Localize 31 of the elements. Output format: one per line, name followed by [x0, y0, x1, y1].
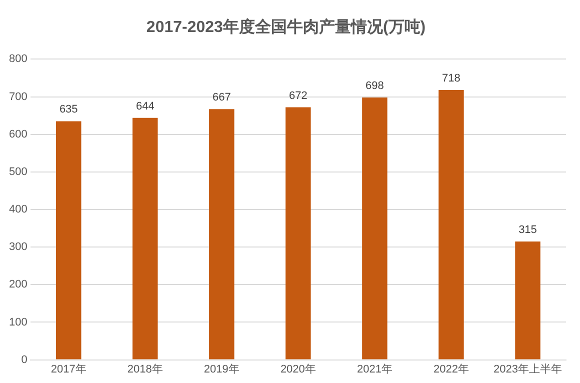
bar — [362, 98, 388, 360]
data-label: 698 — [366, 80, 384, 92]
x-tick-label: 2022年 — [433, 363, 469, 376]
bar — [515, 241, 540, 360]
bar — [286, 107, 311, 360]
x-tick-label: 2020年 — [280, 363, 316, 376]
y-tick-label: 100 — [8, 316, 28, 328]
chart-title: 2017-2023年度全国牛肉产量情况(万吨) — [146, 17, 426, 36]
x-tick-label: 2018年 — [127, 363, 163, 376]
y-tick-label: 700 — [8, 90, 28, 103]
x-tick-label: 2019年 — [204, 363, 240, 376]
y-tick-label: 300 — [8, 241, 28, 254]
y-tick-label: 0 — [21, 354, 28, 366]
bar — [132, 118, 158, 360]
y-tick-label: 800 — [8, 53, 28, 66]
y-tick-label: 400 — [8, 204, 28, 216]
x-tick-label: 2021年 — [356, 363, 392, 376]
bar — [438, 90, 464, 360]
data-label: 667 — [212, 92, 231, 104]
data-label: 635 — [59, 104, 78, 116]
data-label: 644 — [136, 100, 154, 112]
y-tick-label: 600 — [8, 128, 28, 140]
y-tick-label: 500 — [8, 166, 28, 178]
y-tick-label: 200 — [8, 278, 28, 291]
bar — [209, 109, 234, 360]
x-tick-label: 2023年上半年 — [493, 362, 562, 376]
data-label: 672 — [288, 90, 308, 102]
bar — [56, 121, 82, 360]
x-tick-label: 2017年 — [50, 363, 86, 376]
data-label: 315 — [518, 224, 537, 236]
data-label: 718 — [442, 72, 460, 85]
